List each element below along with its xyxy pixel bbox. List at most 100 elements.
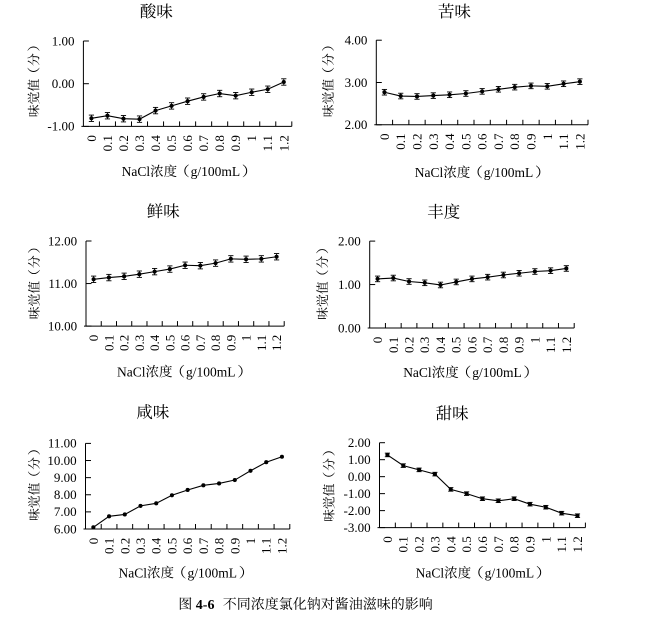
svg-text:0: 0 <box>370 337 385 344</box>
svg-text:4-6: 4-6 <box>196 598 215 613</box>
svg-text:0.9: 0.9 <box>228 135 243 151</box>
svg-text:1: 1 <box>538 536 553 543</box>
svg-text:NaCl: NaCl <box>119 565 148 580</box>
svg-text:0.7: 0.7 <box>480 336 495 353</box>
svg-text:0.4: 0.4 <box>442 133 457 150</box>
svg-text:g/100mL: g/100mL <box>186 364 236 379</box>
svg-text:0.4: 0.4 <box>433 336 448 353</box>
svg-text:0: 0 <box>377 134 392 141</box>
svg-text:0.1: 0.1 <box>101 335 116 351</box>
svg-text:NaCl: NaCl <box>403 365 432 380</box>
svg-text:0.3: 0.3 <box>426 134 441 150</box>
svg-text:-1.00: -1.00 <box>47 119 74 134</box>
svg-text:1.00: 1.00 <box>338 277 361 292</box>
svg-text:1.2: 1.2 <box>572 134 587 150</box>
svg-text:0.4: 0.4 <box>149 537 164 554</box>
svg-text:g/100mL: g/100mL <box>484 165 534 180</box>
svg-text:0.2: 0.2 <box>117 538 132 554</box>
svg-text:0.6: 0.6 <box>464 336 479 353</box>
svg-text:1.00: 1.00 <box>348 452 371 467</box>
svg-text:0.00: 0.00 <box>338 320 361 335</box>
svg-text:1.1: 1.1 <box>259 538 274 554</box>
svg-text:0.5: 0.5 <box>459 536 474 552</box>
svg-text:11.00: 11.00 <box>48 276 77 291</box>
svg-text:0.3: 0.3 <box>132 335 147 351</box>
svg-text:g/100mL: g/100mL <box>472 365 522 380</box>
svg-text:0.6: 0.6 <box>475 133 490 150</box>
svg-text:0.1: 0.1 <box>100 135 115 151</box>
svg-text:0.5: 0.5 <box>164 135 179 151</box>
svg-text:4.00: 4.00 <box>345 33 368 48</box>
svg-text:0.1: 0.1 <box>396 536 411 552</box>
svg-text:1.2: 1.2 <box>276 135 291 151</box>
svg-text:0.8: 0.8 <box>496 337 511 353</box>
svg-text:0.9: 0.9 <box>522 536 537 552</box>
svg-text:1.1: 1.1 <box>543 337 558 353</box>
svg-text:0.5: 0.5 <box>449 337 464 353</box>
svg-text:12.00: 12.00 <box>48 233 77 248</box>
svg-text:1.2: 1.2 <box>559 337 574 353</box>
svg-text:0.5: 0.5 <box>164 538 179 554</box>
svg-text:NaCl: NaCl <box>117 364 146 379</box>
svg-text:0.8: 0.8 <box>507 134 522 150</box>
svg-text:0.3: 0.3 <box>417 337 432 353</box>
svg-text:NaCl: NaCl <box>415 165 444 180</box>
svg-text:0.4: 0.4 <box>148 135 163 152</box>
svg-text:0: 0 <box>86 335 101 342</box>
svg-text:0.6: 0.6 <box>180 537 195 554</box>
svg-text:-3.00: -3.00 <box>344 520 371 535</box>
svg-text:0.7: 0.7 <box>491 133 506 150</box>
svg-text:0.4: 0.4 <box>147 334 162 351</box>
svg-text:1.00: 1.00 <box>52 33 75 48</box>
svg-text:0.9: 0.9 <box>227 538 242 554</box>
svg-text:0.1: 0.1 <box>386 337 401 353</box>
svg-text:0.00: 0.00 <box>52 76 75 91</box>
svg-text:0.3: 0.3 <box>427 536 442 552</box>
svg-text:0.7: 0.7 <box>196 537 211 554</box>
svg-text:0.8: 0.8 <box>212 538 227 554</box>
svg-text:1.1: 1.1 <box>254 335 269 351</box>
svg-text:NaCl: NaCl <box>122 164 151 179</box>
svg-text:6.00: 6.00 <box>54 521 77 536</box>
svg-text:0.7: 0.7 <box>193 334 208 351</box>
svg-text:0.2: 0.2 <box>116 135 131 151</box>
svg-text:0: 0 <box>84 135 99 142</box>
svg-text:0.8: 0.8 <box>208 335 223 351</box>
svg-text:10.00: 10.00 <box>48 318 77 333</box>
svg-text:0: 0 <box>86 538 101 545</box>
svg-text:7.00: 7.00 <box>54 504 77 519</box>
svg-text:1.1: 1.1 <box>554 536 569 552</box>
svg-text:0.4: 0.4 <box>443 536 458 553</box>
svg-text:1.2: 1.2 <box>269 335 284 351</box>
svg-text:0.8: 0.8 <box>212 135 227 151</box>
svg-text:g/100mL: g/100mL <box>191 164 241 179</box>
svg-text:0.2: 0.2 <box>117 335 132 351</box>
svg-text:0.2: 0.2 <box>412 536 427 552</box>
svg-text:1.2: 1.2 <box>274 538 289 554</box>
svg-text:0.6: 0.6 <box>178 334 193 351</box>
svg-text:0.2: 0.2 <box>402 337 417 353</box>
svg-text:g/100mL: g/100mL <box>188 565 238 580</box>
svg-text:0.2: 0.2 <box>410 134 425 150</box>
svg-text:0.8: 0.8 <box>507 536 522 552</box>
svg-text:0.5: 0.5 <box>458 134 473 150</box>
svg-text:2.00: 2.00 <box>348 435 371 450</box>
svg-text:1: 1 <box>239 335 254 342</box>
svg-text:1: 1 <box>540 134 555 141</box>
svg-text:1: 1 <box>243 538 258 545</box>
svg-text:10.00: 10.00 <box>47 453 76 468</box>
svg-text:-2.00: -2.00 <box>344 503 371 518</box>
svg-text:1.2: 1.2 <box>570 536 585 552</box>
svg-text:0.9: 0.9 <box>523 134 538 150</box>
svg-text:3.00: 3.00 <box>345 75 368 90</box>
svg-text:0.7: 0.7 <box>491 536 506 553</box>
svg-text:0.9: 0.9 <box>512 337 527 353</box>
svg-text:9.00: 9.00 <box>54 470 77 485</box>
svg-text:NaCl: NaCl <box>416 566 445 581</box>
svg-text:0: 0 <box>380 536 395 543</box>
svg-text:2.00: 2.00 <box>345 117 368 132</box>
svg-text:0.3: 0.3 <box>132 135 147 151</box>
svg-text:0.1: 0.1 <box>102 538 117 554</box>
svg-text:2.00: 2.00 <box>338 233 361 248</box>
svg-text:0.00: 0.00 <box>348 469 371 484</box>
